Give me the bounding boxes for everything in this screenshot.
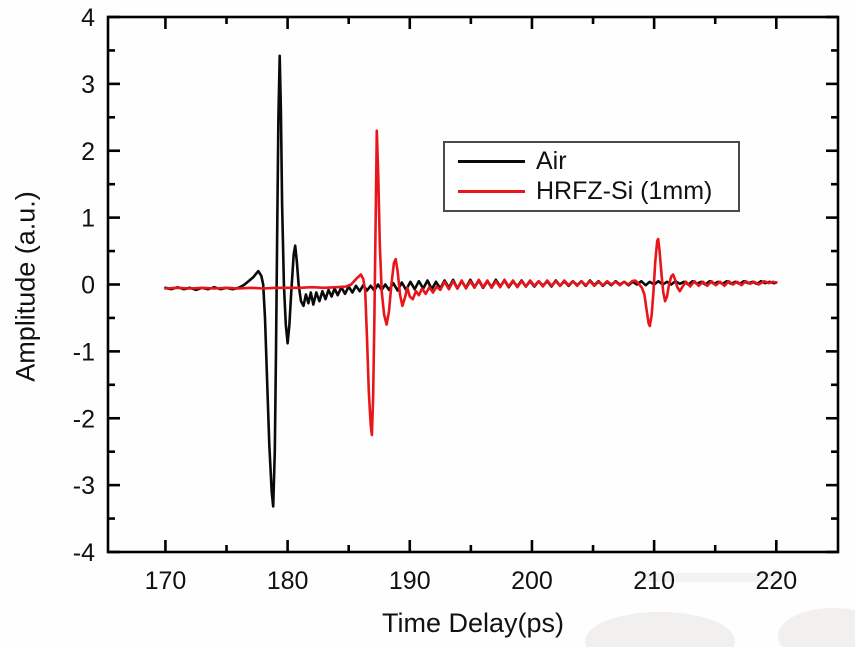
y-tick-label: 2 <box>81 138 95 166</box>
y-tick-label: -1 <box>73 338 95 366</box>
hrfz-si-trace <box>164 129 778 437</box>
air-line-swatch <box>458 159 525 163</box>
legend-item-hrfz-si: HRFZ-Si (1mm) <box>458 179 738 204</box>
legend-label-air: Air <box>536 146 567 175</box>
y-tick-label: 0 <box>81 272 95 300</box>
y-axis-title: Amplitude (a.u.) <box>10 191 41 382</box>
x-tick-label: 180 <box>267 567 309 595</box>
x-tick-label: 220 <box>755 567 797 595</box>
y-tick-label: -2 <box>73 405 95 433</box>
legend-label-hrfz-si: HRFZ-Si (1mm) <box>536 177 713 206</box>
x-tick-label: 210 <box>633 567 675 595</box>
x-tick-label: 190 <box>389 567 431 595</box>
y-tick-label: 4 <box>81 4 95 32</box>
x-axis-title: Time Delay(ps) <box>381 608 565 638</box>
y-tick-label: 1 <box>81 205 95 233</box>
y-tick-label: 3 <box>81 71 95 99</box>
hrfz-si-line-swatch <box>458 190 525 194</box>
y-tick-label: -4 <box>73 539 95 567</box>
legend-item-air: Air <box>458 146 738 175</box>
watermark-remnant <box>640 573 780 582</box>
x-tick-label: 200 <box>511 567 553 595</box>
y-tick-label: -3 <box>73 472 95 500</box>
x-tick-label: 170 <box>145 567 187 595</box>
legend: Air HRFZ-Si (1mm) <box>443 141 740 212</box>
